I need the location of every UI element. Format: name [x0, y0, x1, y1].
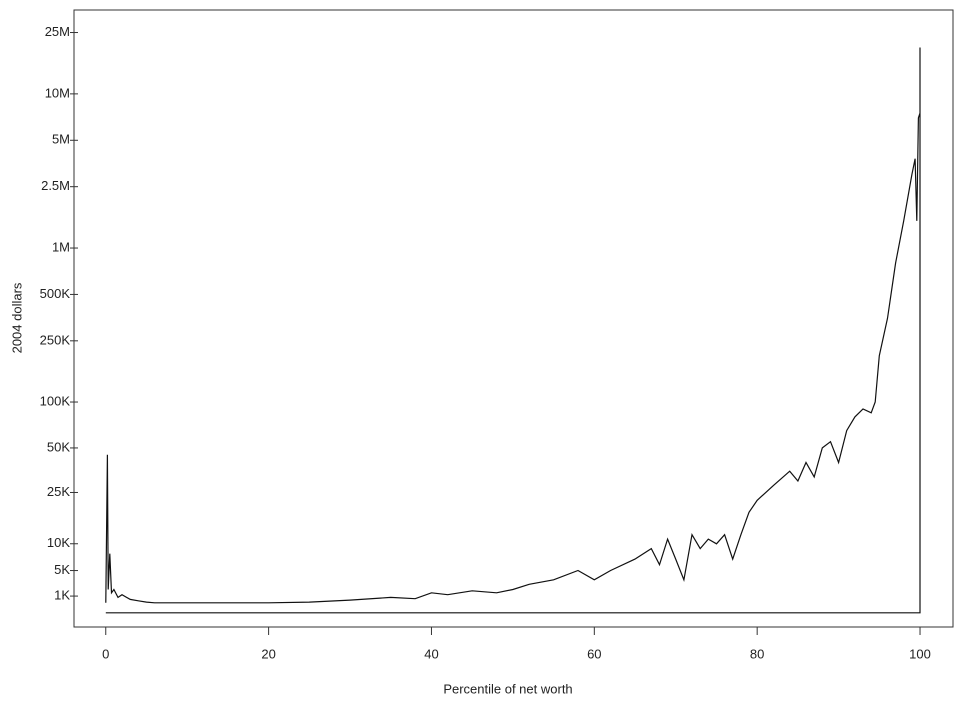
y-axis-label: 2004 dollars — [9, 282, 24, 353]
y-tick-label: 5K — [54, 562, 70, 577]
plot-frame — [73, 9, 954, 628]
y-tick-label: 250K — [40, 332, 71, 347]
y-tick-label: 500K — [40, 286, 71, 301]
x-tick-label: 60 — [587, 646, 601, 661]
y-tick-label: 1M — [52, 239, 70, 254]
y-tick-label: 10M — [45, 85, 70, 100]
y-tick-label: 25M — [45, 24, 70, 39]
y-tick-label: 100K — [40, 393, 71, 408]
x-tick-label: 0 — [102, 646, 109, 661]
x-tick-label: 20 — [261, 646, 275, 661]
y-tick-label: 1K — [54, 588, 70, 603]
x-tick-label: 100 — [909, 646, 931, 661]
y-tick-label: 50K — [47, 439, 70, 454]
x-tick-label: 40 — [424, 646, 438, 661]
data-line — [105, 47, 921, 614]
y-tick-label: 10K — [47, 535, 70, 550]
y-tick-label: 2.5M — [41, 178, 70, 193]
y-tick-label: 25K — [47, 484, 70, 499]
x-tick-label: 80 — [750, 646, 764, 661]
y-tick-label: 5M — [52, 132, 70, 147]
x-axis-label: Percentile of net worth — [443, 681, 572, 696]
